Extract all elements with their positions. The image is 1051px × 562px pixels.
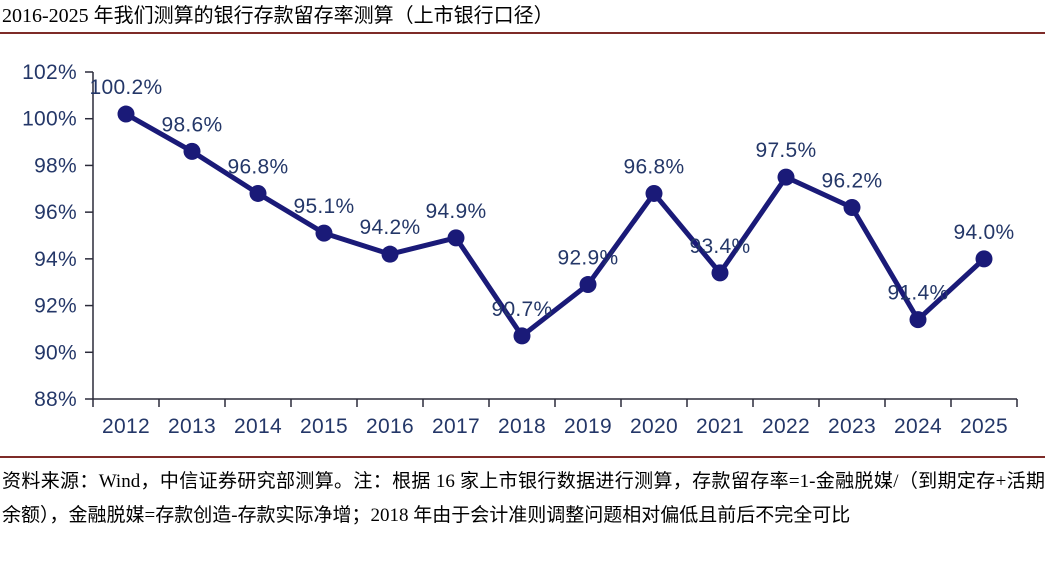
x-axis-label: 2024 [894, 415, 942, 438]
footer-separator-rule [0, 456, 1045, 458]
x-axis-label: 2013 [168, 415, 216, 438]
data-point [315, 224, 333, 242]
y-axis-label: 98% [34, 154, 77, 177]
data-point-label: 96.8% [623, 155, 684, 178]
data-point [117, 105, 135, 123]
x-axis-label: 2021 [696, 415, 744, 438]
y-axis-label: 94% [34, 248, 77, 271]
figure-title: 2016-2025 年我们测算的银行存款留存率测算（上市银行口径） [2, 5, 554, 27]
title-underline-rule [0, 32, 1045, 34]
source-note: 资料来源：Wind，中信证券研究部测算。注：根据 16 家上市银行数据进行测算，… [2, 471, 1045, 526]
data-point-label: 94.2% [359, 216, 420, 239]
x-axis-label: 2018 [498, 415, 546, 438]
y-axis-label: 92% [34, 295, 77, 318]
y-axis-label: 88% [34, 388, 77, 411]
data-point [645, 184, 663, 202]
data-point-label: 90.7% [491, 298, 552, 321]
data-point [249, 184, 267, 202]
data-point-label: 92.9% [557, 247, 618, 270]
x-axis-label: 2016 [366, 415, 414, 438]
data-point [909, 311, 927, 329]
y-axis-label: 96% [34, 201, 77, 224]
data-point [579, 276, 597, 294]
x-axis-label: 2019 [564, 415, 612, 438]
data-point-label: 96.8% [227, 155, 288, 178]
data-point [183, 142, 201, 160]
x-axis-label: 2023 [828, 415, 876, 438]
x-axis-label: 2025 [960, 415, 1008, 438]
x-axis-label: 2022 [762, 415, 810, 438]
data-point-label: 94.0% [953, 221, 1014, 244]
data-point-label: 98.6% [161, 113, 222, 136]
x-axis-label: 2020 [630, 415, 678, 438]
x-axis-label: 2015 [300, 415, 348, 438]
data-point-label: 96.2% [821, 169, 882, 192]
data-point [777, 168, 795, 186]
retention-line-chart: 88% 90% 92% 94% 96% 98% 100% 102% 2012 2013 2014 20… [22, 61, 1018, 438]
data-point-label: 91.4% [887, 282, 948, 305]
x-axis-label: 2017 [432, 415, 480, 438]
y-axis-label: 90% [34, 341, 77, 364]
data-point-label: 97.5% [755, 139, 816, 162]
data-point [711, 264, 729, 282]
data-point-label: 95.1% [293, 195, 354, 218]
series-line [123, 111, 987, 339]
y-axis-label: 100% [22, 108, 77, 131]
data-point-label: 93.4% [689, 235, 750, 258]
y-axis-label: 102% [22, 61, 77, 84]
data-point-label: 100.2% [89, 76, 162, 99]
data-point [447, 229, 465, 247]
data-point-label: 94.9% [425, 200, 486, 223]
x-axis-label: 2014 [234, 415, 282, 438]
data-point [513, 327, 531, 345]
data-point [843, 198, 861, 216]
data-point [975, 250, 993, 268]
x-axis-label: 2012 [102, 415, 150, 438]
chart-figure: 88% 90% 92% 94% 96% 98% 100% 102% 2012 2013 2014 20… [0, 36, 1051, 446]
data-point [381, 245, 399, 263]
